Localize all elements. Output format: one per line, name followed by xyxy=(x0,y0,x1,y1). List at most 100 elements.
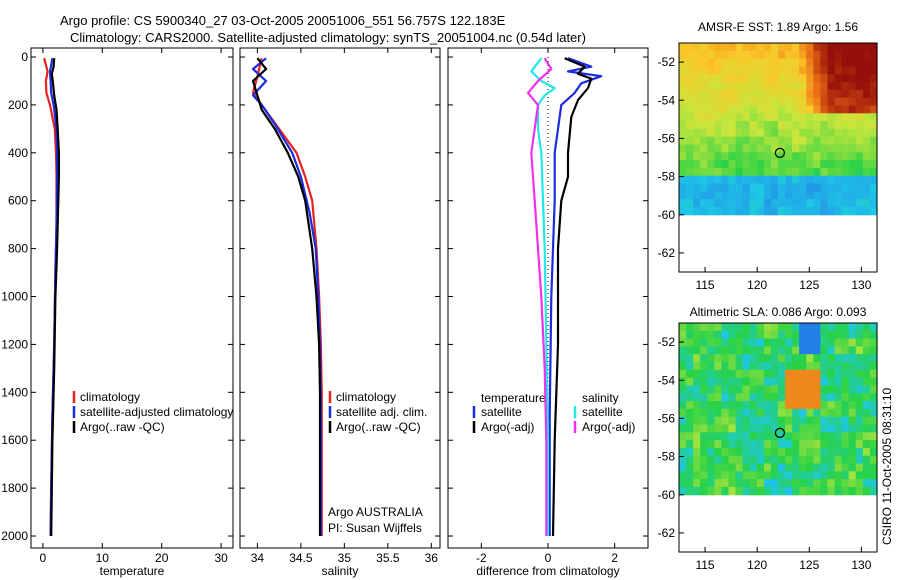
sla_map-cell xyxy=(792,447,800,457)
sla_map-cell xyxy=(820,463,829,472)
sla_map-cell xyxy=(799,424,807,433)
sla_map-cell xyxy=(679,447,687,457)
temperature-xtick-label: 10 xyxy=(96,551,110,565)
sla_map-cell xyxy=(848,486,857,496)
sst_map-cell xyxy=(855,183,864,192)
sla_map-cell xyxy=(686,455,694,465)
sla_map-cell xyxy=(763,369,772,379)
sst_map-cell xyxy=(756,183,765,192)
sst_map-cell xyxy=(813,128,822,138)
sst_map-cell xyxy=(841,152,850,161)
sla_map-cell xyxy=(813,369,822,379)
sla_map-cell xyxy=(728,362,737,371)
sst_map-cell xyxy=(686,128,694,138)
sla_map-cell xyxy=(756,362,765,371)
sst_map-cell xyxy=(679,128,687,138)
sst_map-cell xyxy=(792,152,800,161)
sla_map-cell xyxy=(721,330,730,340)
sla_map-cell xyxy=(841,440,850,449)
sla_map-cell xyxy=(686,424,694,433)
sla_map-cell xyxy=(785,377,793,386)
sst_map-cell xyxy=(855,128,864,138)
sla_map-cell xyxy=(763,479,772,488)
sla_map-cell xyxy=(686,385,694,394)
sla_map-cell xyxy=(714,455,723,465)
sst_map-cell xyxy=(778,136,786,146)
sst_map-cell xyxy=(693,206,701,216)
sst_map-cell xyxy=(756,152,765,161)
sst_map-cell xyxy=(834,206,843,216)
sst_map-cell xyxy=(841,121,850,130)
sst_map-cell xyxy=(714,50,723,60)
sst_map-cell xyxy=(869,167,878,177)
sst_map-cell xyxy=(714,128,723,138)
sst_map-cell xyxy=(792,97,800,106)
sla_map-cell xyxy=(770,377,779,386)
sla_map-cell xyxy=(728,385,737,394)
sst_map-cell xyxy=(848,97,857,106)
sla_map-cell xyxy=(735,479,744,488)
sla_map-cell xyxy=(714,354,723,363)
sst_map-cell xyxy=(763,89,772,99)
sla_map-cell xyxy=(869,330,878,340)
sla_map-cell xyxy=(749,471,758,480)
sla_map-cell xyxy=(827,471,836,480)
sst_map-cell xyxy=(721,82,730,91)
sla_map-cell xyxy=(679,393,687,402)
sla_map-cell xyxy=(785,440,793,449)
sla_map-cell xyxy=(749,463,758,472)
sst_map-ytick-label: -58 xyxy=(658,170,676,184)
sla_map-cell xyxy=(785,432,793,441)
sla_map-cell xyxy=(749,440,758,449)
sst_map-cell xyxy=(728,121,737,130)
sst_map-cell xyxy=(686,97,694,106)
sla_map-cell xyxy=(763,362,772,371)
sst_map-cell xyxy=(735,121,744,130)
sst_map-cell xyxy=(728,160,737,169)
sst_map-cell xyxy=(700,160,708,169)
sst_map-cell xyxy=(763,128,772,138)
sst_map-cell xyxy=(806,152,814,161)
sst-map-panel: AMSR-E SST: 1.89 Argo: 1.56 -52 -54 -56 -58… xyxy=(658,20,878,292)
sla_map-ytick-label: -58 xyxy=(658,450,676,464)
sla_map-cell xyxy=(749,377,758,386)
sst_map-cell xyxy=(756,89,765,99)
sst_map-cell xyxy=(735,128,744,138)
sst_map-cell xyxy=(686,206,694,216)
sst_map-cell xyxy=(686,43,694,52)
sla_map-cell xyxy=(855,362,864,371)
sst_map-cell xyxy=(799,160,807,169)
sst_map-cell xyxy=(693,50,701,60)
sst_map-cell xyxy=(813,43,822,52)
sla_map-cell xyxy=(785,471,793,480)
sst_map-cell xyxy=(834,175,843,185)
sla_map-cell xyxy=(869,369,878,379)
sla_map-cell xyxy=(848,377,857,386)
sst_map-cell xyxy=(799,199,807,208)
sst_map-cell xyxy=(728,97,737,106)
salinity-series-climatology xyxy=(251,57,323,536)
sla_map-cell xyxy=(820,479,829,488)
sst_map-cell xyxy=(707,206,715,216)
sst_map-cell xyxy=(763,105,772,114)
sla_map-cell xyxy=(756,401,765,410)
sla_map-cell xyxy=(763,432,772,441)
sla_map-cell xyxy=(714,330,723,340)
sst_map-cell xyxy=(855,144,864,153)
sst_map-cell xyxy=(728,89,737,99)
sst_map-cell xyxy=(806,82,814,91)
sst_map-cell xyxy=(813,175,822,185)
sla_map-cell xyxy=(742,463,751,472)
sla_map-cell xyxy=(827,463,836,472)
sst_map-cell xyxy=(792,175,800,185)
sst_map-cell xyxy=(721,50,730,60)
sst_map-cell xyxy=(749,128,758,138)
sla_map-cell xyxy=(693,479,701,488)
sst_map-cell xyxy=(742,144,751,153)
difference-series-argo_diff_salinity xyxy=(526,57,553,536)
sla_map-cell xyxy=(778,323,786,332)
sla_map-cell xyxy=(778,471,786,480)
sst_map-cell xyxy=(855,152,864,161)
sst_map-cell xyxy=(763,167,772,177)
sla_map-cell xyxy=(742,471,751,480)
